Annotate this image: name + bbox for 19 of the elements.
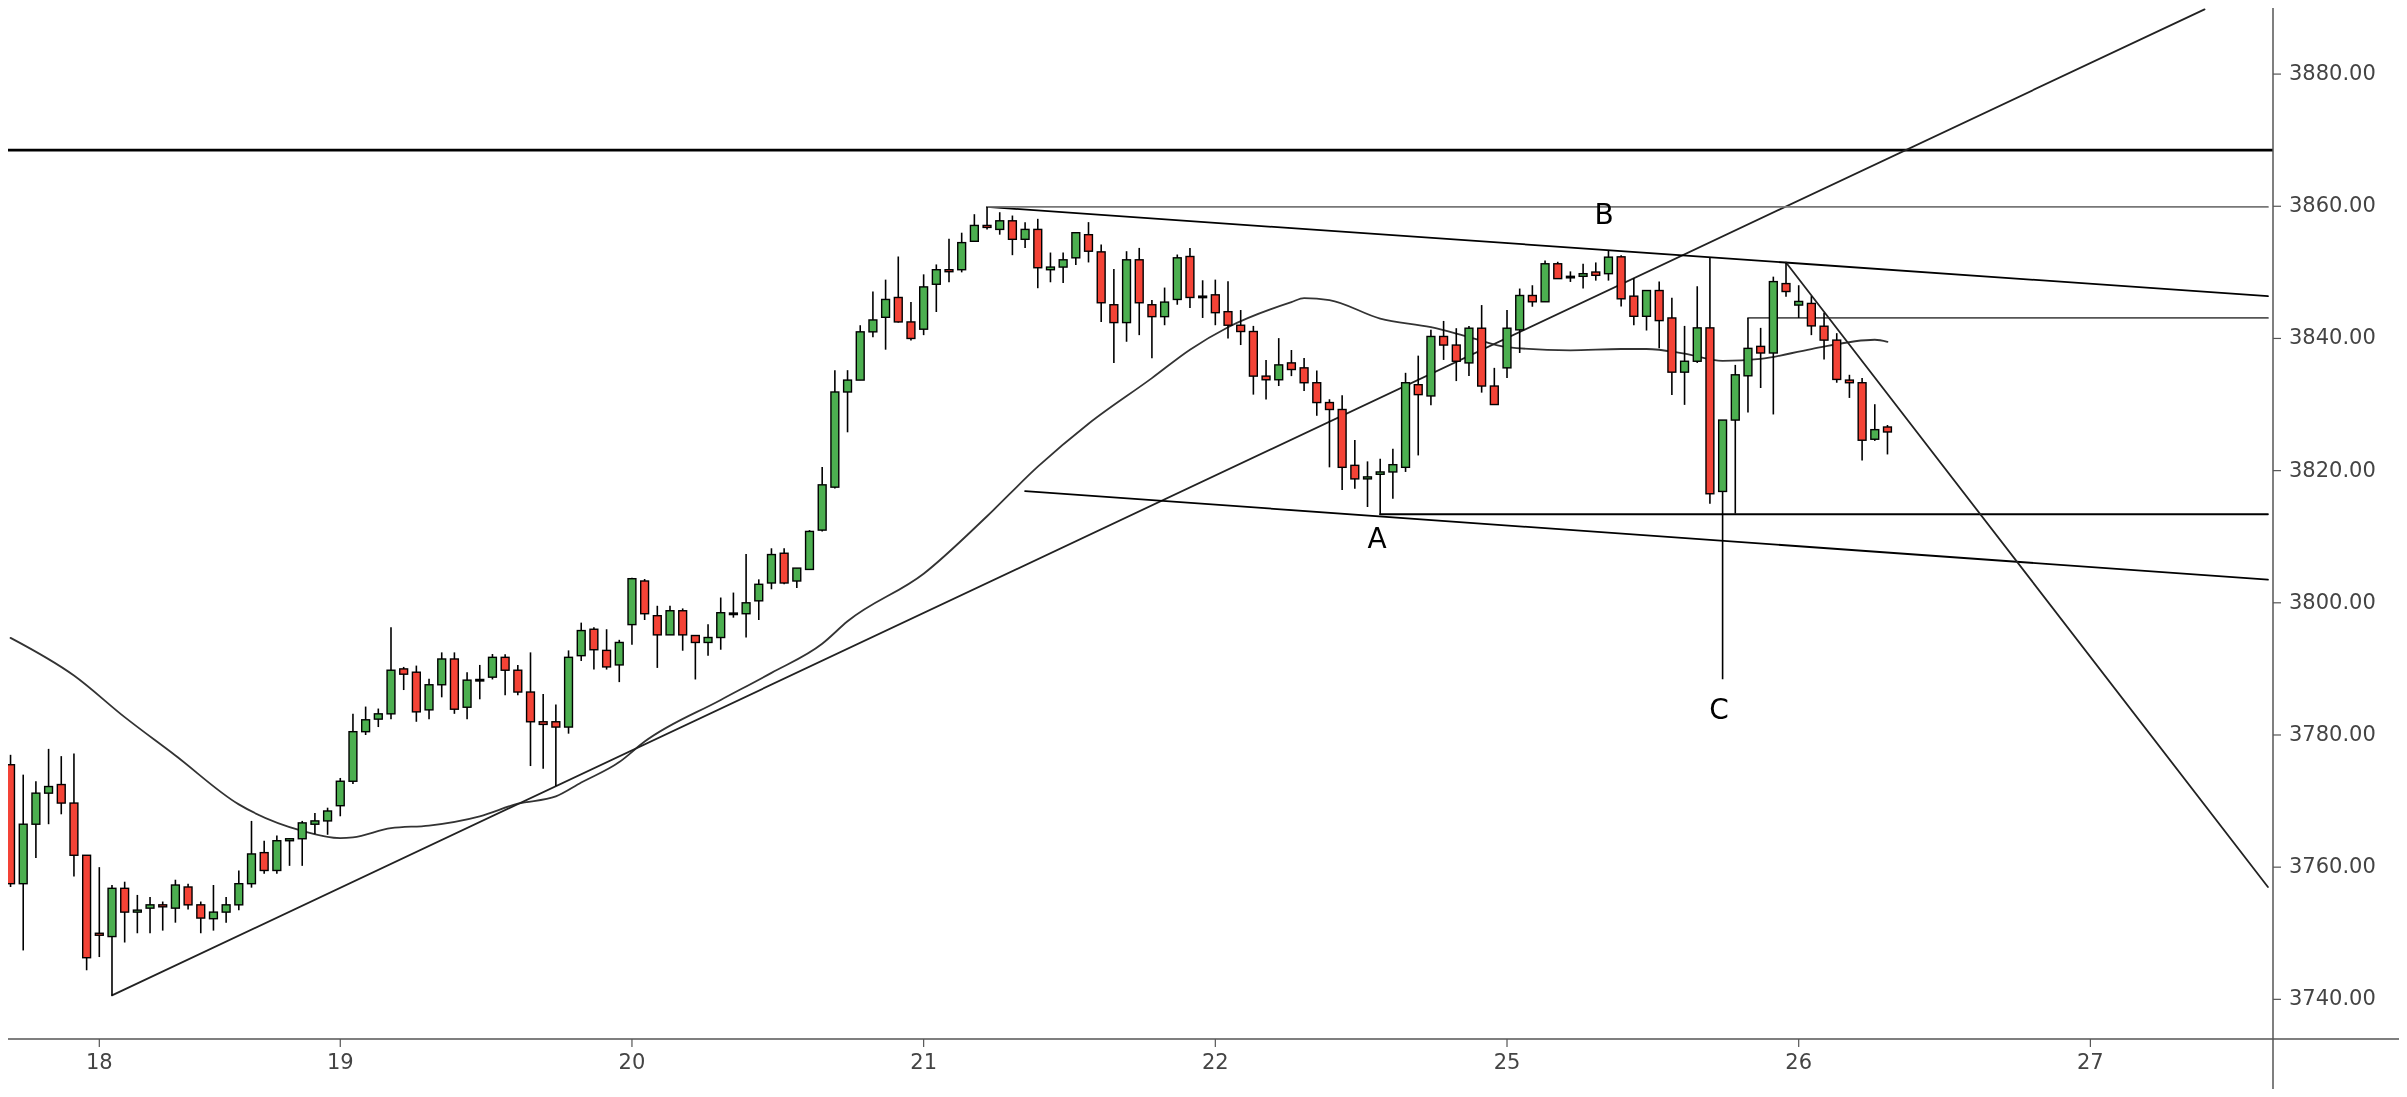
y-tick-label: 3800.00 xyxy=(2289,589,2376,614)
x-tick-label: 22 xyxy=(1201,1050,1229,1074)
x-tick-label: 25 xyxy=(1493,1050,1521,1074)
y-tick-label: 3820.00 xyxy=(2289,457,2376,482)
annotation: B xyxy=(1594,198,1614,231)
y-tick-label: 3740.00 xyxy=(2289,986,2376,1011)
annotation: C xyxy=(1709,693,1729,726)
annotation: A xyxy=(1367,522,1387,555)
x-tick-label: 18 xyxy=(85,1050,113,1074)
x-tick-label: 20 xyxy=(618,1050,646,1074)
x-tick-label: 21 xyxy=(910,1050,938,1074)
x-tick-label: 19 xyxy=(326,1050,354,1074)
y-tick-label: 3760.00 xyxy=(2289,854,2376,879)
x-tick-label: 27 xyxy=(2077,1050,2104,1074)
x-tick-label: 26 xyxy=(1785,1050,1813,1074)
y-tick-label: 3880.00 xyxy=(2289,61,2376,86)
y-tick-label: 3860.00 xyxy=(2289,193,2376,218)
y-tick-label: 3840.00 xyxy=(2289,325,2376,350)
y-tick-label: 3780.00 xyxy=(2289,721,2376,746)
